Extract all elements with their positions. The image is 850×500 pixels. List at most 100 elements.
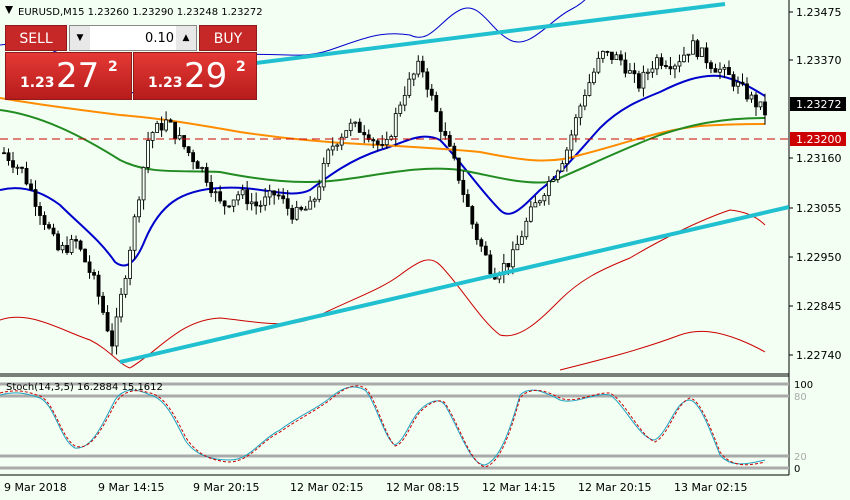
- lot-decrease-icon[interactable]: ▼: [70, 26, 90, 50]
- ma-orange-line: [0, 97, 766, 162]
- candle-body: [290, 208, 295, 220]
- candle-body: [483, 245, 488, 256]
- current-price-label: 1.23272: [796, 98, 842, 111]
- candle-body: [24, 167, 29, 185]
- candle-body: [321, 163, 326, 188]
- ma-green-line: [0, 109, 766, 184]
- candle-body: [128, 249, 132, 279]
- candle-body: [479, 239, 484, 247]
- candle-body: [600, 51, 605, 59]
- candle-body: [227, 205, 232, 208]
- candle-body: [727, 66, 731, 75]
- candle-body: [258, 204, 263, 207]
- stoch-level-label: 20: [794, 452, 807, 463]
- time-tick: 12 Mar 08:15: [386, 481, 459, 494]
- candle-body: [763, 101, 767, 116]
- candle-body: [182, 135, 187, 148]
- candle-body: [254, 201, 259, 207]
- price-tick: 1.23160: [796, 152, 842, 165]
- candle-body: [312, 198, 317, 202]
- candle-body: [587, 82, 592, 96]
- candle-body: [673, 65, 677, 70]
- candle-body: [150, 132, 155, 141]
- sell-button[interactable]: SELL: [5, 25, 67, 51]
- candle-body: [407, 78, 412, 96]
- candle-body: [537, 200, 542, 204]
- buy-button[interactable]: BUY: [199, 25, 257, 51]
- stoch-main-line: [0, 386, 766, 466]
- candle-body: [285, 198, 290, 209]
- candle-body: [528, 206, 533, 222]
- candle-body: [519, 236, 524, 245]
- stoch-axis: 100 80 20 0: [794, 380, 813, 475]
- candle-body: [123, 278, 128, 295]
- candle-body: [740, 81, 745, 85]
- candle-body: [371, 139, 376, 142]
- time-tick: 12 Mar 14:15: [482, 481, 555, 494]
- candle-body: [78, 240, 83, 250]
- candle-body: [218, 191, 223, 202]
- trendline-lower[interactable]: [119, 205, 790, 364]
- price-tick: 1.22845: [796, 300, 842, 313]
- candle-body: [164, 119, 169, 131]
- candle-body: [700, 47, 704, 58]
- candle-body: [236, 194, 241, 201]
- candle-body: [470, 206, 475, 225]
- candle-body: [114, 316, 119, 347]
- candle-body: [745, 83, 749, 100]
- candle-body: [29, 183, 33, 190]
- candle-body: [47, 224, 51, 229]
- candle-body: [272, 190, 277, 196]
- candle-body: [362, 131, 367, 136]
- candle-body: [60, 245, 65, 251]
- candle-body: [632, 70, 637, 75]
- current-price-marker: [790, 97, 846, 111]
- candle-body: [92, 272, 96, 276]
- candle-body: [87, 261, 92, 273]
- candle-body: [646, 71, 650, 74]
- candle-body: [641, 71, 646, 89]
- time-axis: 9 Mar 2018 9 Mar 14:15 9 Mar 20:15 12 Ma…: [4, 481, 747, 494]
- candle-body: [317, 186, 322, 200]
- candle-body: [542, 195, 547, 202]
- candle-body: [177, 135, 182, 140]
- candle-body: [686, 53, 691, 56]
- candle-body: [564, 149, 569, 165]
- candle-body: [155, 123, 160, 133]
- stoch-indicator-label: Stoch(14,3,5) 16.2884 15.1612: [6, 382, 163, 393]
- candle-body: [384, 139, 389, 146]
- price-tick: 1.22950: [796, 251, 842, 264]
- candle-body: [582, 95, 587, 107]
- time-tick: 12 Mar 02:15: [290, 481, 363, 494]
- candle-body: [456, 157, 461, 181]
- candle-body: [281, 195, 286, 200]
- candle-body: [303, 208, 308, 211]
- sell-price-box[interactable]: 1.23 27 2: [5, 52, 132, 100]
- lot-increase-icon[interactable]: ▲: [176, 26, 196, 50]
- candle-body: [416, 60, 421, 75]
- buy-price-box[interactable]: 1.23 29 2: [133, 52, 257, 100]
- candle-body: [294, 206, 299, 220]
- trendline-upper[interactable]: [199, 2, 726, 72]
- candle-body: [263, 196, 268, 206]
- candle-body: [240, 189, 245, 196]
- candle-body: [101, 295, 105, 313]
- candle-body: [573, 117, 578, 136]
- candle-body: [510, 249, 515, 268]
- candle-body: [609, 51, 614, 60]
- candle-body: [722, 66, 727, 70]
- candle-body: [488, 254, 493, 275]
- candle-body: [11, 160, 15, 168]
- candle-body: [533, 202, 538, 208]
- candle-body: [213, 191, 218, 194]
- candle-body: [447, 135, 452, 147]
- candle-body: [614, 54, 619, 60]
- candle-body: [222, 200, 227, 207]
- candle-body: [736, 81, 740, 87]
- price-series: [2, 34, 767, 355]
- symbol-dropdown-icon[interactable]: [5, 6, 13, 14]
- lot-size-input[interactable]: [92, 28, 176, 48]
- candle-body: [65, 245, 69, 253]
- candle-body: [146, 140, 150, 168]
